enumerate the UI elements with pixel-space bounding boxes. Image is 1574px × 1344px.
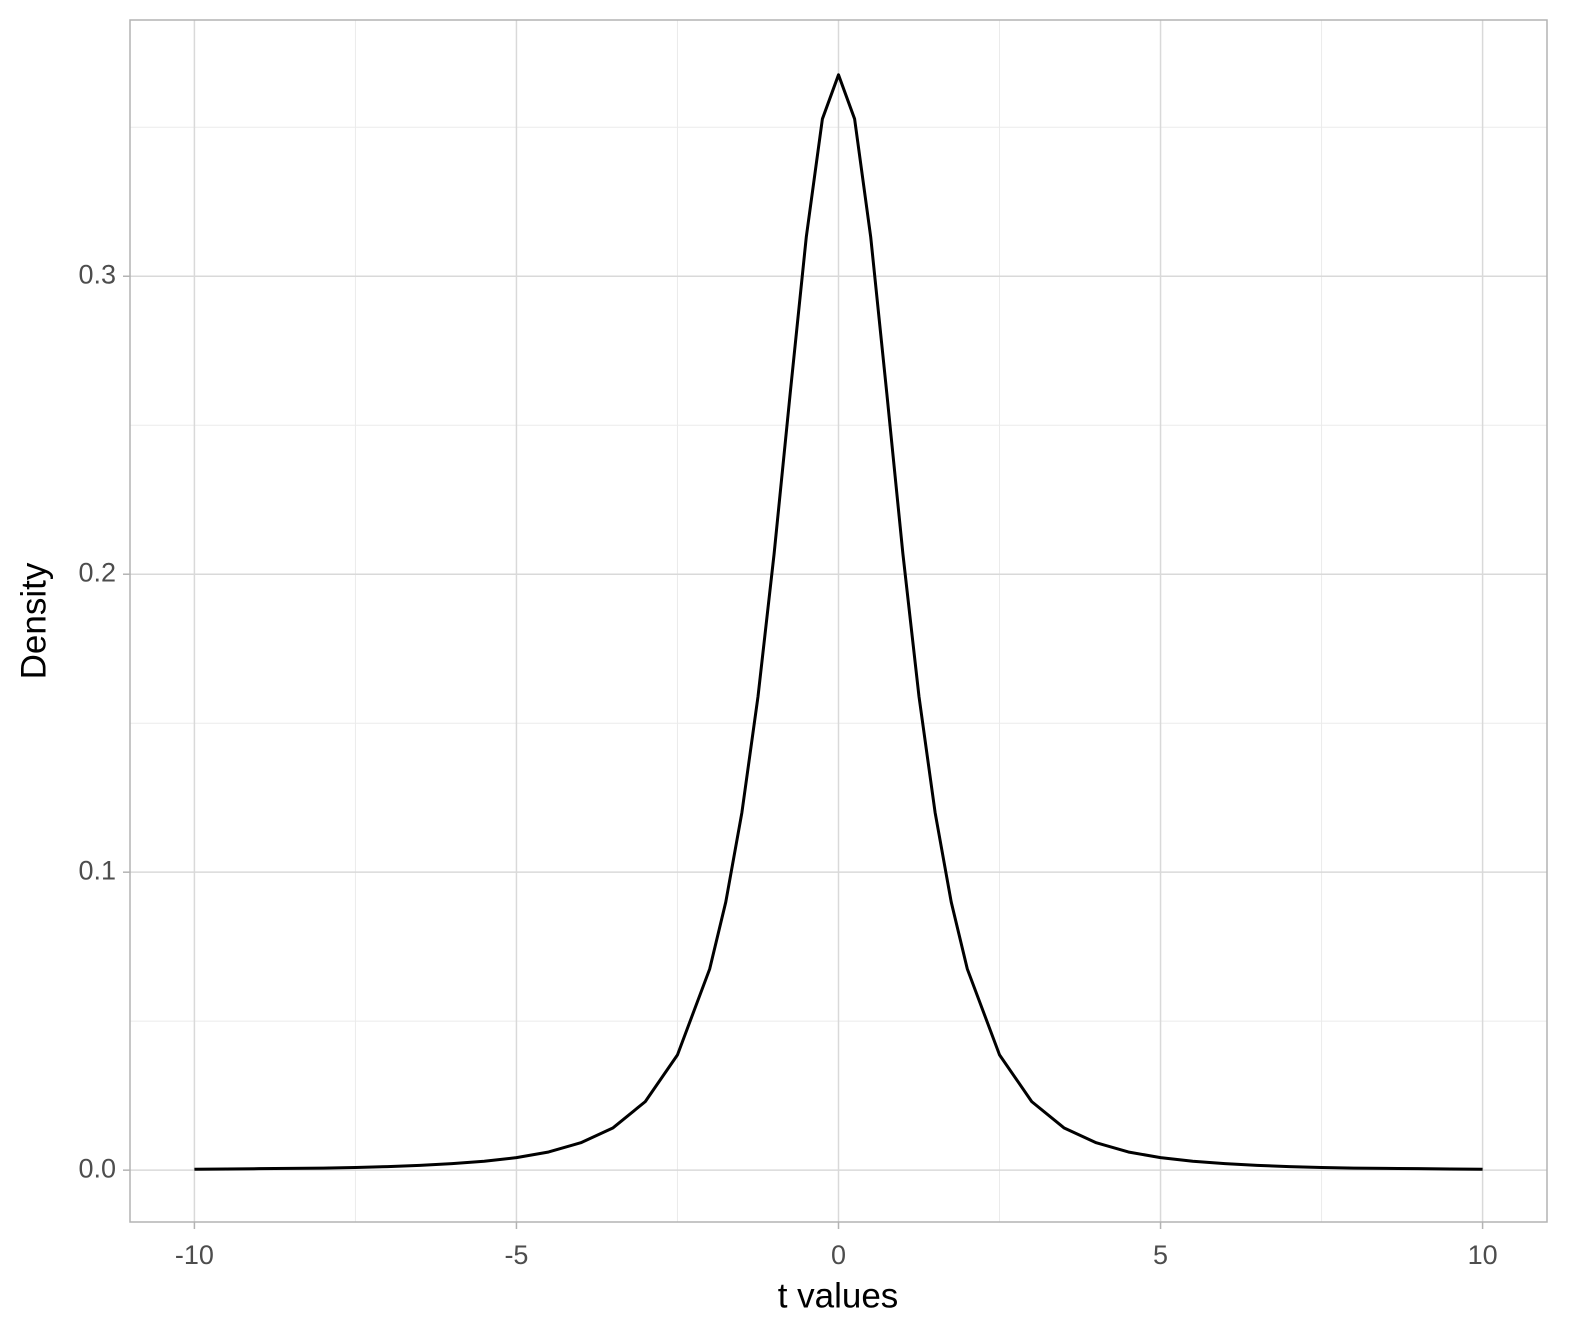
x-tick-label: 5 (1153, 1240, 1168, 1270)
x-tick-label: -5 (504, 1240, 528, 1270)
grid (130, 20, 1547, 1222)
y-tick-label: 0.0 (78, 1153, 116, 1183)
y-tick-label: 0.1 (78, 855, 116, 885)
x-tick-label: 10 (1468, 1240, 1498, 1270)
x-axis-title: t values (778, 1276, 899, 1315)
y-tick-label: 0.3 (78, 259, 116, 289)
x-tick-label: -10 (175, 1240, 214, 1270)
marks (194, 73, 1483, 1171)
x-tick-label: 0 (831, 1240, 846, 1270)
line-series (194, 73, 1483, 1171)
y-axis-title: Density (14, 562, 53, 679)
y-tick-label: 0.2 (78, 557, 116, 587)
